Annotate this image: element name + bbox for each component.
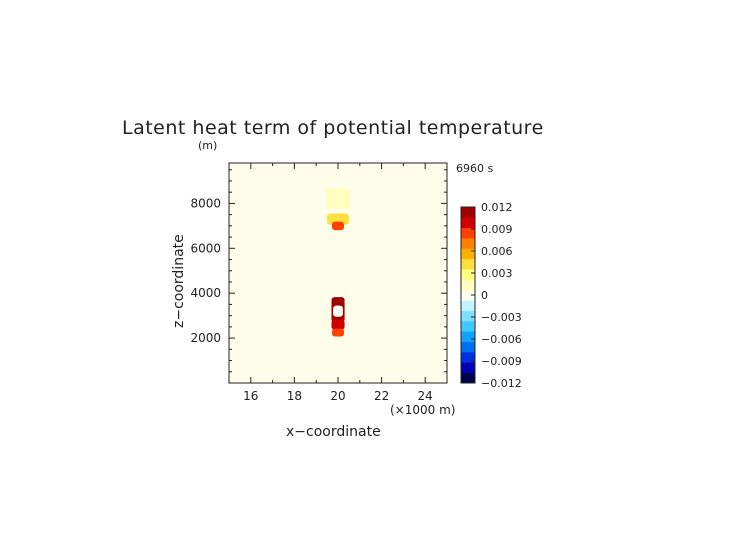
x-tick-label: 24 [418, 389, 433, 403]
time-label: 6960 s [456, 162, 493, 175]
y-tick-label: 4000 [190, 286, 221, 300]
colorbar-segment [461, 341, 475, 353]
field-cell [334, 305, 342, 315]
y-axis-label: z−coordinate [171, 234, 187, 328]
field-cell [327, 213, 349, 225]
colorbar-tick-label: −0.009 [481, 355, 522, 368]
colorbar-segment [461, 362, 475, 374]
colorbar-tick-label: −0.006 [481, 333, 522, 346]
x-tick-label: 20 [330, 389, 345, 403]
colorbar-tick-label: 0.012 [481, 201, 513, 214]
colorbar-tick-label: 0 [481, 289, 488, 302]
colorbar-tick-label: 0.006 [481, 245, 513, 258]
field-cell [332, 221, 344, 231]
colorbar-segment [461, 269, 475, 280]
colorbar-segment [461, 351, 475, 363]
y-tick-label: 8000 [190, 196, 221, 210]
colorbar-segment [461, 238, 475, 249]
colorbar: 0.012 0.009 0.006 0.003 0 −0.003 −0.006 −0.009 −… [460, 201, 522, 390]
colorbar-segment [461, 217, 475, 229]
colorbar-segment [461, 372, 475, 384]
plot-area [228, 162, 448, 384]
colorbar-segment [461, 227, 475, 239]
colorbar-segment [461, 207, 475, 218]
x-unit-label: (×1000 m) [390, 403, 455, 417]
y-axis-ticks: 2000 4000 6000 8000 [190, 169, 447, 384]
colorbar-segment [461, 300, 475, 311]
field-features [326, 188, 350, 337]
colorbar-segment [461, 248, 475, 260]
colorbar-tick-label: 0.009 [481, 223, 513, 236]
x-axis-label: x−coordinate [286, 424, 381, 440]
x-axis-ticks: 16 18 20 22 24 [228, 163, 448, 403]
colorbar-tick-label: −0.003 [481, 311, 522, 324]
colorbar-segment [461, 320, 475, 332]
colorbar-segment [461, 279, 475, 291]
colorbar-tick-label: −0.012 [481, 377, 522, 390]
y-tick-label: 6000 [190, 241, 221, 255]
x-tick-label: 16 [243, 389, 258, 403]
colorbar-tick-label: 0.003 [481, 267, 513, 280]
y-tick-label: 2000 [190, 331, 221, 345]
field-cell [331, 319, 345, 330]
y-unit-label: (m) [198, 139, 217, 152]
field-cell [326, 188, 350, 209]
chart-title: Latent heat term of potential temperatur… [122, 117, 544, 139]
field-cell [332, 328, 344, 337]
colorbar-segment [461, 331, 475, 342]
colorbar-segment [461, 289, 475, 301]
x-tick-label: 22 [374, 389, 389, 403]
colorbar-segment [461, 258, 475, 270]
x-tick-label: 18 [287, 389, 302, 403]
colorbar-segment [461, 310, 475, 322]
